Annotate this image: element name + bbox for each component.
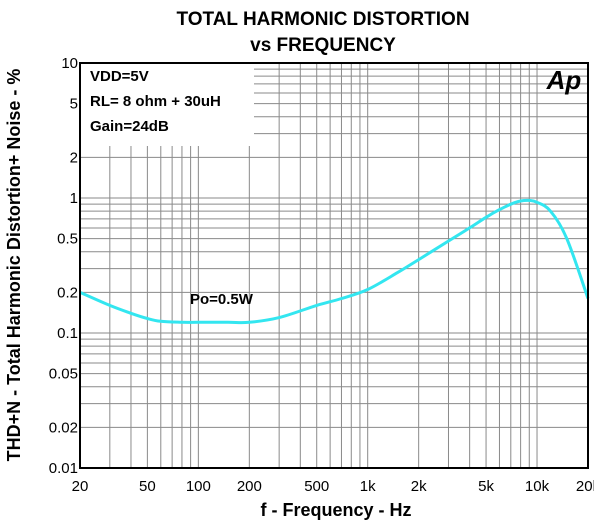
x-tick-label: 2k — [411, 478, 427, 495]
x-tick-label: 100 — [186, 478, 211, 495]
y-tick-label: 2 — [70, 149, 78, 166]
ap-logo: Ap — [546, 65, 582, 95]
y-tick-label: 0.1 — [57, 325, 78, 342]
y-tick-label: 0.5 — [57, 231, 78, 248]
x-tick-label: 1k — [360, 478, 376, 495]
y-tick-label: 0.01 — [49, 460, 78, 477]
x-tick-label: 10k — [525, 478, 550, 495]
y-tick-label: 1 — [70, 190, 78, 207]
x-tick-label: 20k — [576, 478, 594, 495]
series-label-po: Po=0.5W — [190, 291, 254, 308]
condition-load: RL= 8 ohm + 30uH — [90, 93, 221, 110]
x-tick-label: 5k — [478, 478, 494, 495]
y-tick-label: 10 — [61, 55, 78, 72]
chart-subtitle: vs FREQUENCY — [250, 35, 396, 56]
y-tick-label: 0.05 — [49, 366, 78, 383]
x-tick-label: 50 — [139, 478, 156, 495]
y-axis-label: THD+N - Total Harmonic Distortion+ Noise… — [4, 69, 24, 462]
series-line-po-0.5w — [79, 198, 590, 325]
chart-title: TOTAL HARMONIC DISTORTION — [176, 9, 469, 30]
x-tick-label: 500 — [304, 478, 329, 495]
y-tick-label: 0.02 — [49, 419, 78, 436]
condition-vdd: VDD=5V — [90, 68, 149, 85]
x-tick-label: 200 — [237, 478, 262, 495]
conditions-box — [81, 64, 254, 146]
tick-labels: 20 50 100 200 500 1k 2k 5k 10k 20k 10 5 2 1 0.5 0.2 0.1 0… — [49, 55, 594, 495]
condition-gain: Gain=24dB — [90, 118, 169, 135]
y-tick-label: 0.2 — [57, 284, 78, 301]
x-tick-label: 20 — [72, 478, 89, 495]
series-layer — [79, 198, 590, 325]
x-axis-label: f - Frequency - Hz — [260, 500, 411, 520]
plot-frame — [79, 62, 589, 469]
y-tick-label: 5 — [70, 96, 78, 113]
